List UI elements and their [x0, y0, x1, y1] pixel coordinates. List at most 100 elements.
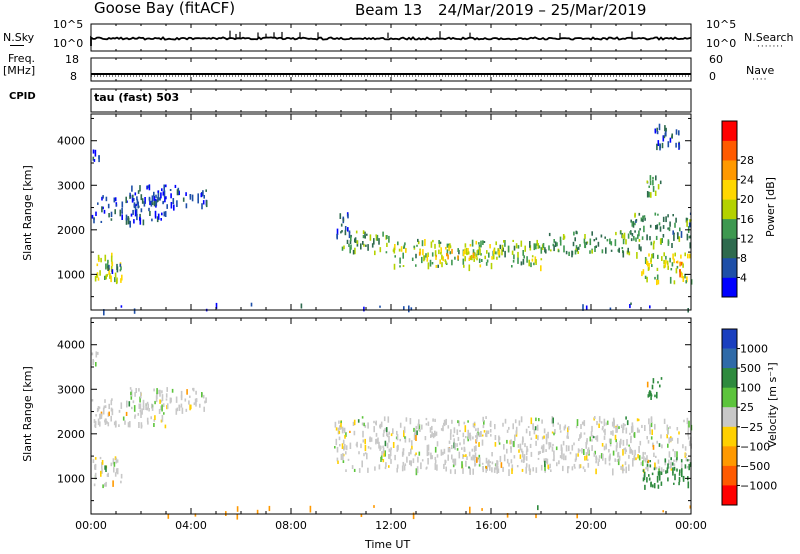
power-echo-mark — [176, 200, 178, 207]
velocity-echo-mark — [514, 434, 516, 441]
velocity-colorbar-frame — [721, 328, 738, 506]
power-echo-mark — [131, 198, 134, 203]
velocity-echo-mark — [647, 440, 650, 444]
velocity-echo-mark — [139, 396, 141, 403]
velocity-echo-mark — [465, 436, 467, 439]
velocity-echo-mark — [643, 456, 645, 462]
power-echo-mark — [652, 242, 655, 250]
power-echo-mark — [679, 261, 681, 267]
velocity-echo-mark — [93, 483, 96, 487]
power-echo-mark — [594, 246, 596, 252]
velocity-echo-mark — [427, 458, 429, 465]
velocity-echo-mark — [595, 468, 597, 475]
velocity-echo-mark — [135, 388, 137, 393]
nsearch-label: N.Search — [744, 31, 794, 44]
velocity-echo-mark — [546, 458, 548, 463]
velocity-echo-mark — [161, 404, 163, 412]
velocity-echo-mark — [334, 421, 337, 428]
velocity-echo-mark — [116, 459, 119, 463]
velocity-echo-mark — [106, 420, 108, 424]
velocity-echo-mark — [482, 424, 485, 429]
velocity-echo-mark — [567, 466, 569, 474]
velocity-echo-mark — [548, 442, 550, 446]
velocity-echo-mark — [456, 429, 459, 435]
power-echo-mark — [355, 230, 358, 234]
velocity-echo-mark — [97, 351, 99, 355]
velocity-echo-mark — [637, 454, 639, 459]
velocity-echo-mark — [644, 452, 646, 455]
power-echo-mark — [449, 243, 451, 247]
power-panel-ylabel: Slant Range [km] — [21, 165, 34, 261]
velocity-echo-mark — [582, 466, 585, 470]
velocity-echo-mark — [510, 459, 513, 464]
velocity-echo-mark — [528, 464, 531, 471]
power-echo-mark — [557, 249, 560, 253]
velocity-echo-mark — [105, 481, 107, 487]
velocity-colorbar-tick-label: 100 — [740, 382, 761, 395]
power-echo-mark — [625, 239, 627, 245]
velocity-echo-mark — [111, 408, 114, 416]
velocity-echo-mark — [442, 425, 444, 432]
velocity-echo-mark — [620, 465, 622, 470]
power-colorbar-tick-label: 4 — [740, 271, 747, 284]
power-echo-mark — [679, 269, 681, 273]
nsky-trace — [90, 35, 692, 46]
velocity-echo-mark — [615, 439, 617, 443]
power-echo-mark — [630, 219, 632, 223]
velocity-echo-mark — [535, 417, 537, 422]
velocity-echo-mark — [595, 461, 597, 464]
velocity-echo-mark — [158, 408, 161, 414]
power-echo-mark — [480, 253, 482, 256]
power-echo-mark — [457, 248, 459, 252]
velocity-echo-mark — [569, 451, 572, 455]
power-echo-mark — [475, 253, 478, 257]
power-echo-mark — [120, 305, 123, 308]
velocity-echo-mark — [540, 464, 543, 471]
velocity-echo-mark — [417, 456, 419, 463]
power-echo-mark — [474, 255, 476, 259]
power-echo-mark — [376, 234, 379, 241]
velocity-echo-mark — [431, 425, 433, 431]
velocity-echo-mark — [369, 436, 371, 443]
velocity-echo-mark — [194, 513, 197, 517]
velocity-echo-mark — [485, 432, 487, 437]
power-echo-mark — [605, 247, 607, 254]
velocity-echo-mark — [139, 403, 142, 410]
velocity-echo-mark — [411, 445, 413, 450]
velocity-echo-mark — [617, 458, 620, 466]
velocity-echo-mark — [443, 463, 445, 469]
velocity-echo-mark — [680, 459, 683, 463]
power-echo-mark — [480, 240, 482, 248]
velocity-echo-mark — [107, 412, 110, 417]
velocity-echo-mark — [667, 477, 669, 482]
velocity-echo-mark — [95, 414, 97, 417]
velocity-echo-mark — [467, 429, 469, 437]
velocity-echo-mark — [658, 468, 660, 471]
velocity-echo-mark — [146, 401, 149, 405]
velocity-echo-mark — [451, 419, 453, 424]
power-colorbar-swatch — [722, 257, 737, 278]
power-echo-mark — [649, 224, 652, 228]
velocity-echo-mark — [673, 459, 675, 462]
velocity-echo-mark — [614, 434, 617, 440]
velocity-echo-mark — [539, 450, 541, 454]
velocity-echo-mark — [685, 457, 688, 462]
velocity-echo-mark — [341, 426, 344, 434]
power-echo-mark — [639, 228, 641, 231]
power-echo-mark — [347, 227, 349, 232]
velocity-echo-mark — [404, 436, 406, 439]
power-echo-mark — [654, 128, 657, 133]
velocity-echo-mark — [369, 447, 372, 450]
power-echo-mark — [438, 240, 440, 244]
velocity-echo-mark — [618, 455, 621, 461]
power-echo-mark — [496, 256, 498, 260]
velocity-echo-mark — [635, 457, 637, 461]
velocity-echo-mark — [565, 445, 568, 452]
velocity-echo-mark — [552, 443, 554, 447]
power-echo-mark — [149, 200, 151, 206]
power-echo-mark — [513, 245, 516, 251]
velocity-echo-mark — [485, 457, 488, 464]
velocity-echo-mark — [590, 431, 593, 437]
velocity-echo-mark — [591, 425, 593, 432]
nsky-tick-top: 10^5 — [53, 18, 84, 31]
